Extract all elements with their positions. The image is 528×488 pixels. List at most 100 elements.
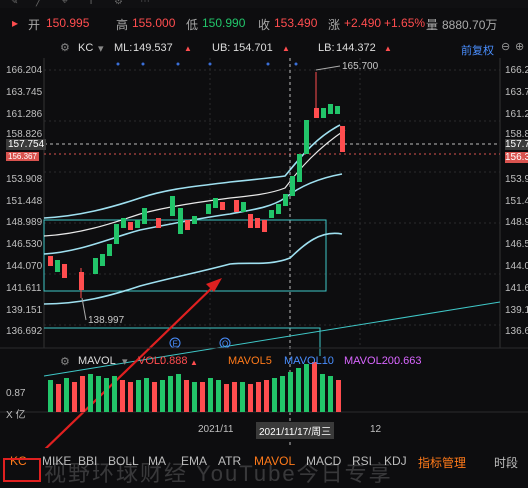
kline-chart[interactable]: 165.700 138.997 E Q bbox=[0, 58, 528, 448]
tab-boll[interactable]: BOLL bbox=[108, 454, 139, 468]
tab-ma[interactable]: MA bbox=[148, 454, 166, 468]
chevron-down-icon[interactable]: ▾ bbox=[98, 43, 104, 55]
up-arrow-icon: ▲ bbox=[190, 358, 198, 367]
price-tick: 158.826 bbox=[6, 129, 43, 140]
drawn-box-lower[interactable] bbox=[44, 327, 321, 356]
lb-label: LB: bbox=[318, 42, 335, 54]
svg-text:Q: Q bbox=[222, 340, 228, 349]
tab-mavol[interactable]: MAVOL bbox=[254, 454, 296, 468]
crosshair-date-label: 2021/11/17/周三 bbox=[256, 422, 335, 439]
tab-kc[interactable]: KC bbox=[10, 454, 27, 468]
open-value: 150.995 bbox=[46, 16, 90, 30]
up-arrow-icon: ▲ bbox=[384, 44, 392, 53]
vol-value: 0.888 bbox=[160, 355, 188, 367]
price-tick: 153.908 bbox=[6, 174, 43, 185]
indicator-header: ⚙ KC ▾ ML: 149.537 ▲ UB: 154.701 ▲ LB: 1… bbox=[0, 38, 528, 60]
ub-label: UB: bbox=[212, 42, 231, 54]
text-icon[interactable]: T bbox=[88, 0, 95, 7]
volume-label: 量 bbox=[426, 18, 439, 32]
price-tick: 161.286 bbox=[6, 109, 43, 120]
price-tick: 141.6 bbox=[505, 283, 528, 294]
close-value: 153.490 bbox=[274, 16, 318, 30]
settings-icon[interactable]: ⚙ bbox=[114, 0, 123, 7]
low-annotation: 138.997 bbox=[88, 315, 125, 326]
price-tick: 161.2 bbox=[505, 109, 528, 120]
lower-band bbox=[43, 232, 343, 305]
price-tick: 136.692 bbox=[6, 326, 43, 337]
settings-icon[interactable]: ⚙ bbox=[60, 356, 70, 368]
volume-axis-top: 0.87 bbox=[6, 388, 26, 399]
high-annotation: 165.700 bbox=[342, 61, 379, 72]
tab-macd[interactable]: MACD bbox=[306, 454, 342, 468]
settings-icon[interactable]: ⚙ bbox=[60, 42, 70, 54]
tab-bbi[interactable]: BBI bbox=[78, 454, 98, 468]
tab-ema[interactable]: EMA bbox=[181, 454, 208, 468]
drawn-rectangle[interactable] bbox=[43, 219, 327, 292]
price-tick: 166.2 bbox=[505, 65, 528, 76]
price-tick: 148.989 bbox=[6, 217, 43, 228]
indicator-name[interactable]: KC bbox=[78, 42, 94, 54]
watermark: 视野环球财经 YouTube今日专享 bbox=[44, 461, 393, 486]
minus-icon[interactable]: ⊖ bbox=[501, 41, 511, 53]
price-tick: 144.0 bbox=[505, 261, 528, 272]
highlight-box bbox=[3, 458, 41, 482]
quote-bar: ▸ 开 150.995 高 155.000 低 150.990 收 153.49… bbox=[0, 12, 528, 34]
drawing-toolbar: ✎ ╱ ⌖ T ⚙ ⋯ bbox=[0, 0, 528, 8]
adjust-mode[interactable]: 前复权 bbox=[461, 45, 494, 57]
candles bbox=[48, 72, 345, 298]
lb-value: 144.372 bbox=[336, 42, 376, 54]
indicator-tabs: KC MIKE BBI BOLL MA EMA ATR MAVOL MACD R… bbox=[0, 448, 528, 474]
time-tick: 2021/11 bbox=[198, 424, 234, 435]
high-label: 高 bbox=[116, 18, 129, 32]
price-tick: 146.5 bbox=[505, 239, 528, 250]
event-dots bbox=[116, 62, 298, 66]
tab-rsi[interactable]: RSI bbox=[352, 454, 373, 468]
tab-kdj[interactable]: KDJ bbox=[384, 454, 407, 468]
svg-text:E: E bbox=[173, 340, 178, 349]
pencil-icon[interactable]: ✎ bbox=[10, 0, 19, 7]
change-label: 涨 bbox=[328, 18, 341, 32]
more-icon[interactable]: ⋯ bbox=[140, 0, 150, 7]
change-value: +2.490 bbox=[344, 16, 382, 30]
price-tick: 153.9 bbox=[505, 174, 528, 185]
pane-controls: ⊖ ⊕ bbox=[493, 40, 528, 54]
tab-atr[interactable]: ATR bbox=[218, 454, 242, 468]
last-price-label: 156.3 bbox=[505, 152, 528, 163]
ub-value: 154.701 bbox=[233, 42, 273, 54]
mavol20-value: 0.663 bbox=[394, 355, 422, 367]
plus-icon[interactable]: ⊕ bbox=[515, 41, 525, 53]
price-tick: 148.9 bbox=[505, 217, 528, 228]
volume-value: 8880.70万 bbox=[442, 18, 498, 32]
price-tick: 151.448 bbox=[6, 196, 43, 207]
high-value: 155.000 bbox=[132, 16, 176, 30]
price-tick: 139.151 bbox=[6, 305, 43, 316]
ml-value: 149.537 bbox=[133, 42, 173, 54]
price-tick: 163.7 bbox=[505, 87, 528, 98]
volume-indicator-name[interactable]: MAVOL bbox=[78, 355, 116, 367]
up-arrow-icon: ▲ bbox=[184, 44, 192, 53]
tab-mike[interactable]: MIKE bbox=[42, 454, 72, 468]
cursor-icon[interactable]: ⌖ bbox=[62, 0, 68, 7]
tab-period[interactable]: 时段 bbox=[494, 456, 519, 470]
line-icon[interactable]: ╱ bbox=[36, 0, 43, 7]
close-label: 收 bbox=[258, 18, 271, 32]
trend-line[interactable] bbox=[43, 301, 501, 377]
price-tick: 144.070 bbox=[6, 261, 43, 272]
price-tick: 166.204 bbox=[6, 65, 43, 76]
low-value: 150.990 bbox=[202, 16, 246, 30]
change-pct: +1.65% bbox=[384, 16, 426, 30]
price-tick: 139.1 bbox=[505, 305, 528, 316]
crosshair-price-label: 157.7 bbox=[505, 139, 528, 150]
annotation-arrow bbox=[44, 278, 222, 448]
mavol5-label: MAVOL5 bbox=[228, 355, 272, 367]
price-tick: 136.6 bbox=[505, 326, 528, 337]
open-label: 开 bbox=[28, 18, 41, 32]
chevron-down-icon[interactable]: ▾ bbox=[122, 356, 128, 368]
last-price-label: 156.367 bbox=[6, 152, 39, 161]
price-tick: 146.530 bbox=[6, 239, 43, 250]
vol-label: VOL: bbox=[138, 355, 164, 367]
volume-bars bbox=[48, 362, 341, 412]
expand-icon[interactable]: ▸ bbox=[12, 16, 19, 30]
price-tick: 158.8 bbox=[505, 129, 528, 140]
tab-indicator-manage[interactable]: 指标管理 bbox=[418, 456, 467, 470]
